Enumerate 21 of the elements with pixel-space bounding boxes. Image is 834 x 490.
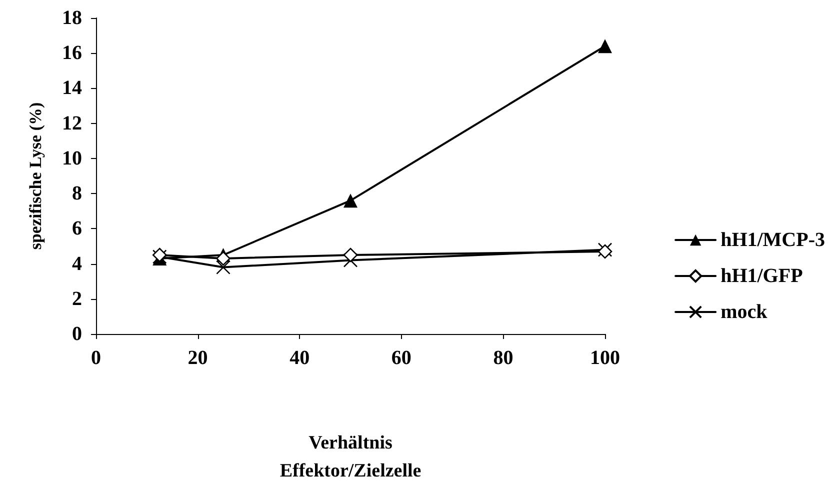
- legend-label: hH1/MCP-3: [720, 229, 826, 251]
- y-tick-label: 18: [62, 7, 82, 29]
- y-tick-label: 6: [72, 218, 82, 240]
- x-axis-title: Verhältnis Effektor/Zielzelle: [280, 432, 422, 482]
- x-tick-label: 20: [188, 347, 208, 369]
- y-axis-title: spezifische Lyse (%): [26, 102, 45, 250]
- x-tick-label: 0: [91, 347, 101, 369]
- x-tick-label: 60: [391, 347, 412, 369]
- y-tick-label: 0: [72, 323, 82, 345]
- y-tick-label: 2: [72, 288, 82, 310]
- x-tick-label: 80: [493, 347, 514, 369]
- y-tick-label: 12: [62, 112, 82, 134]
- y-tick-label: 16: [62, 42, 82, 64]
- y-tick-label: 10: [62, 147, 82, 170]
- y-tick-label: 4: [72, 252, 82, 275]
- x-tick-label: 100: [590, 347, 620, 369]
- y-tick-label: 8: [72, 182, 82, 205]
- y-tick-label: 14: [62, 77, 82, 100]
- legend-label: mock: [720, 301, 768, 323]
- legend-label: hH1/GFP: [720, 265, 803, 287]
- x-tick-label: 40: [290, 347, 310, 369]
